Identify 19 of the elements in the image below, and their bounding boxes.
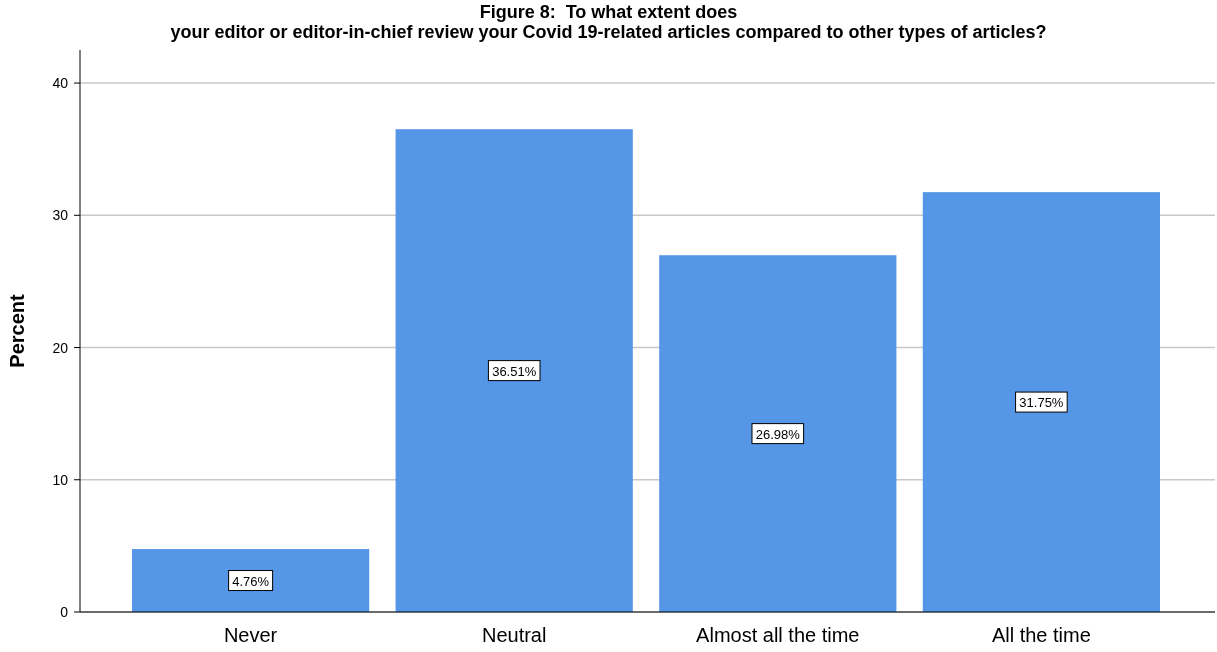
x-tick-label: Almost all the time [696,624,860,646]
y-tick-label: 10 [52,471,69,488]
y-tick-label: 20 [52,339,69,356]
bar [922,192,1160,612]
bar [132,549,370,612]
data-label: 31.75% [1019,395,1064,411]
x-tick-label: Neutral [481,624,547,646]
x-tick-label: All the time [991,624,1091,646]
x-tick-label: Never [223,624,278,646]
chart-title: Figure 8: To what extent does your editor or editor-in-chief review your Covid 19-related articles compared to other types of articles? [170,2,1047,42]
bar [395,129,633,612]
y-tick-label: 40 [52,75,69,92]
y-tick-label: 0 [60,604,69,620]
data-label: 4.76% [232,573,270,589]
y-axis-title: Percent [6,293,28,368]
bar [659,255,897,612]
data-label: 26.98% [755,426,801,442]
y-tick-label: 30 [52,207,69,224]
data-label: 36.51% [492,363,537,379]
